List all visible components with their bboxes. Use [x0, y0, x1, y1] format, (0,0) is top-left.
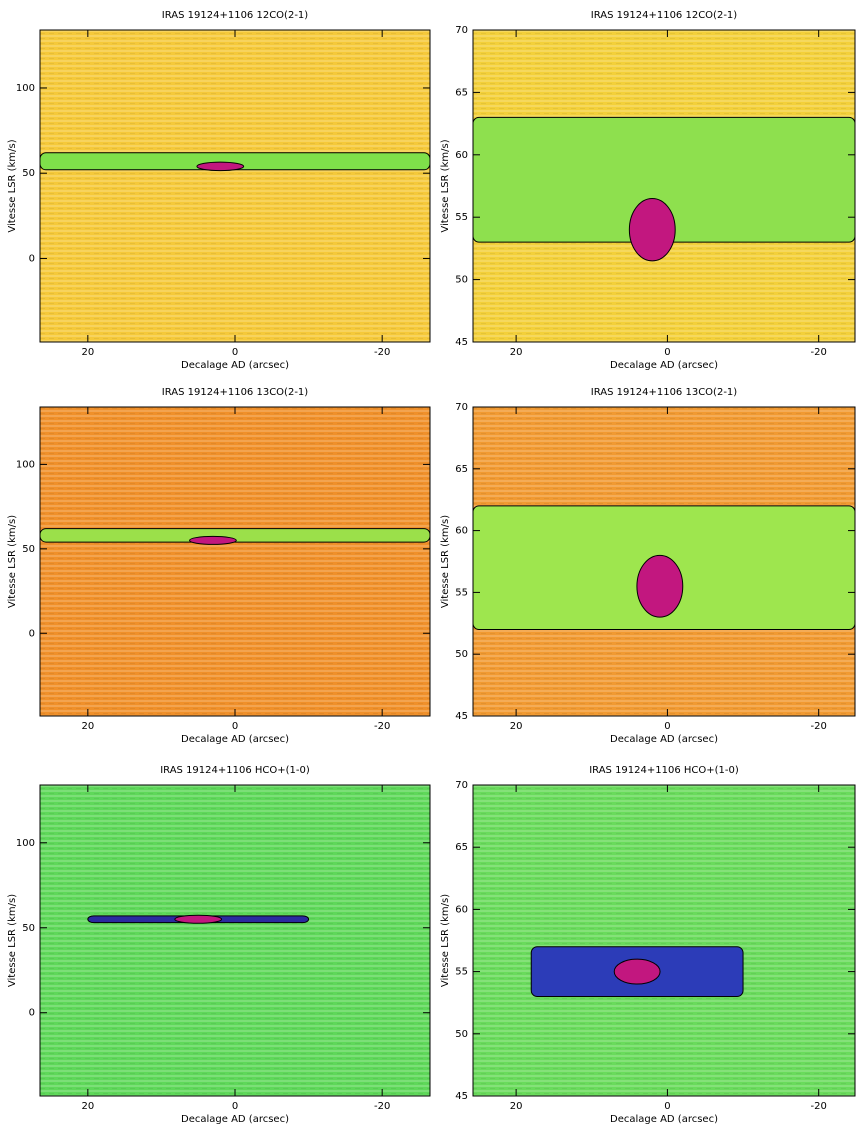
y-axis-label: Vitesse LSR (km/s) [440, 139, 451, 232]
x-tick-label: 0 [232, 347, 238, 358]
y-tick-label: 100 [16, 838, 35, 849]
y-tick-label: 50 [455, 275, 468, 286]
y-tick-label: 60 [455, 904, 468, 915]
y-tick-label: 55 [455, 212, 468, 223]
y-tick-label: 50 [22, 168, 35, 179]
y-tick-label: 70 [455, 402, 468, 413]
emission-peak [613, 958, 661, 985]
y-tick-label: 60 [455, 150, 468, 161]
y-tick-label: 0 [29, 1008, 35, 1019]
emission-peak [636, 554, 684, 618]
chart-title: IRAS 19124+1106 HCO+(1-0) [160, 765, 310, 776]
y-tick-label: 50 [22, 544, 35, 555]
y-tick-label: 55 [455, 587, 468, 598]
y-axis-label: Vitesse LSR (km/s) [7, 139, 18, 232]
y-tick-label: 55 [455, 967, 468, 978]
y-tick-label: 45 [455, 1091, 468, 1102]
chart-title: IRAS 19124+1106 13CO(2-1) [162, 387, 308, 398]
texture [40, 407, 430, 716]
x-axis-label: Decalage AD (arcsec) [181, 734, 289, 745]
y-tick-label: 0 [29, 628, 35, 639]
x-tick-label: -20 [811, 721, 827, 732]
y-tick-label: 50 [455, 1029, 468, 1040]
x-axis-label: Decalage AD (arcsec) [181, 1114, 289, 1124]
y-tick-label: 50 [455, 649, 468, 660]
emission-peak [196, 161, 245, 172]
y-tick-label: 65 [455, 842, 468, 853]
y-tick-label: 70 [455, 780, 468, 791]
x-tick-label: -20 [374, 1101, 390, 1112]
x-tick-label: 20 [510, 721, 523, 732]
emission-peak [174, 914, 223, 924]
x-tick-label: -20 [374, 347, 390, 358]
x-tick-label: 20 [81, 347, 94, 358]
y-tick-label: 0 [29, 253, 35, 264]
y-tick-label: 45 [455, 337, 468, 348]
chart-title: IRAS 19124+1106 13CO(2-1) [591, 387, 737, 398]
x-axis-label: Decalage AD (arcsec) [610, 734, 718, 745]
y-tick-label: 65 [455, 464, 468, 475]
texture [473, 785, 855, 1096]
y-tick-label: 100 [16, 459, 35, 470]
x-tick-label: 20 [81, 721, 94, 732]
x-tick-label: 20 [81, 1101, 94, 1112]
texture [40, 785, 430, 1096]
x-tick-label: 20 [510, 1101, 523, 1112]
x-tick-label: 0 [664, 347, 670, 358]
y-axis-label: Vitesse LSR (km/s) [7, 515, 18, 608]
y-tick-label: 45 [455, 711, 468, 722]
y-tick-label: 60 [455, 526, 468, 537]
x-axis-label: Decalage AD (arcsec) [181, 360, 289, 371]
frame [472, 406, 856, 717]
y-tick-label: 50 [22, 923, 35, 934]
x-tick-label: -20 [374, 721, 390, 732]
chart-title: IRAS 19124+1106 12CO(2-1) [162, 10, 308, 21]
y-tick-label: 100 [16, 83, 35, 94]
x-tick-label: 20 [510, 347, 523, 358]
emission-peak [189, 535, 237, 545]
x-axis-label: Decalage AD (arcsec) [610, 360, 718, 371]
x-axis-label: Decalage AD (arcsec) [610, 1114, 718, 1124]
x-tick-label: -20 [811, 1101, 827, 1112]
y-axis-label: Vitesse LSR (km/s) [440, 894, 451, 987]
x-tick-label: 0 [664, 721, 670, 732]
frame [472, 784, 856, 1097]
emission-peak [628, 197, 676, 262]
y-tick-label: 70 [455, 25, 468, 36]
chart-title: IRAS 19124+1106 HCO+(1-0) [589, 765, 739, 776]
y-tick-label: 65 [455, 87, 468, 98]
x-tick-label: 0 [232, 1101, 238, 1112]
texture [40, 30, 430, 342]
x-tick-label: 0 [232, 721, 238, 732]
x-tick-label: 0 [664, 1101, 670, 1112]
x-tick-label: -20 [811, 347, 827, 358]
frame [472, 29, 856, 343]
y-axis-label: Vitesse LSR (km/s) [7, 894, 18, 987]
y-axis-label: Vitesse LSR (km/s) [440, 515, 451, 608]
chart-title: IRAS 19124+1106 12CO(2-1) [591, 10, 737, 21]
